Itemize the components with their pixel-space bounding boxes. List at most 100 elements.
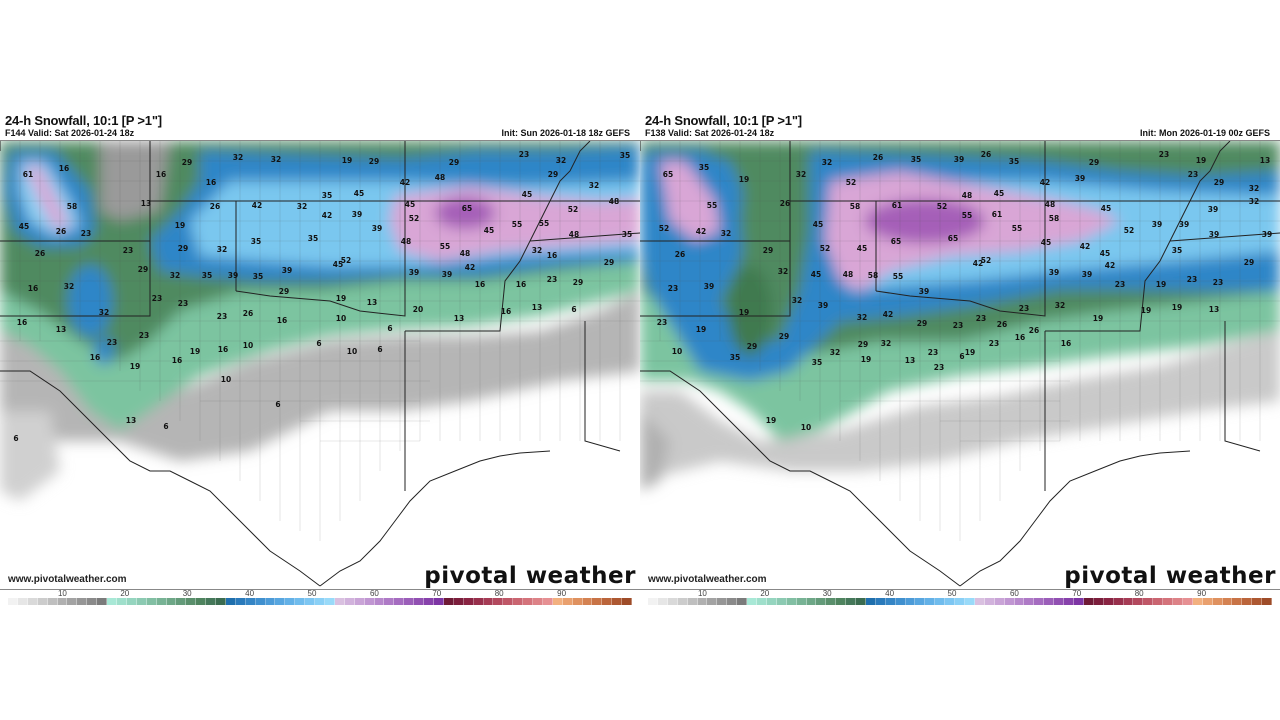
snowfall-value: 52 — [981, 256, 991, 265]
colorbar-swatch — [126, 598, 137, 605]
colorbar-swatch — [77, 598, 88, 605]
source-url[interactable]: www.pivotalweather.com — [8, 574, 127, 585]
snowfall-value: 32 — [297, 202, 307, 211]
snowfall-value: 29 — [138, 265, 148, 274]
snowfall-value: 23 — [1187, 275, 1197, 284]
snowfall-value: 35 — [1172, 246, 1182, 255]
source-url[interactable]: www.pivotalweather.com — [648, 574, 767, 585]
snowfall-value: 39 — [1209, 230, 1219, 239]
snowfall-value: 6 — [959, 352, 964, 361]
snowfall-value: 26 — [35, 249, 45, 258]
snowfall-value: 13 — [56, 325, 66, 334]
snowfall-value: 23 — [123, 246, 133, 255]
snowfall-value: 23 — [81, 229, 91, 238]
snowfall-value: 32 — [170, 271, 180, 280]
colorbar-swatch — [697, 598, 708, 605]
colorbar-swatch — [533, 598, 543, 605]
colorbar-swatch — [295, 598, 306, 605]
snowfall-value: 29 — [1244, 258, 1254, 267]
colorbar-swatch — [542, 598, 553, 605]
colorbar-swatch — [1242, 598, 1253, 605]
colorbar-swatch — [1163, 598, 1174, 605]
snowfall-value: 13 — [141, 199, 151, 208]
snowfall-value: 35 — [620, 151, 630, 160]
snowfall-value: 16 — [17, 318, 27, 327]
snowfall-value: 32 — [1249, 184, 1259, 193]
snowfall-value: 35 — [308, 234, 318, 243]
snowfall-value: 19 — [965, 348, 975, 357]
colorbar-swatch — [1232, 598, 1243, 605]
snowfall-value: 29 — [779, 332, 789, 341]
snowfall-value: 13 — [367, 298, 377, 307]
colorbar-swatch — [582, 598, 593, 605]
snowfall-value: 42 — [696, 227, 706, 236]
map-panel-left: 24-h Snowfall, 10:1 [P >1"] F144 Valid: … — [0, 113, 640, 608]
colorbar-swatch — [255, 598, 266, 605]
snowfall-value: 39 — [1208, 205, 1218, 214]
snowfall-value: 35 — [812, 358, 822, 367]
snowfall-value: 16 — [1015, 333, 1025, 342]
snowfall-value: 19 — [130, 362, 140, 371]
colorbar-swatch — [1004, 598, 1015, 605]
colorbar-swatch — [562, 598, 573, 605]
snowfall-value: 26 — [243, 309, 253, 318]
snowfall-value: 19 — [766, 416, 776, 425]
colorbar-swatch — [776, 598, 787, 605]
snowfall-value: 65 — [891, 237, 901, 246]
colorbar-swatch — [667, 598, 678, 605]
colorbar-swatch — [1073, 598, 1084, 605]
colorbar-swatch — [265, 598, 276, 605]
colorbar-tick-label: 60 — [1009, 589, 1019, 598]
colorbar-tick-label: 30 — [822, 589, 832, 598]
snowfall-value: 29 — [858, 340, 868, 349]
colorbar-swatch — [945, 598, 956, 605]
colorbar-swatch — [1054, 598, 1065, 605]
snowfall-value: 23 — [989, 339, 999, 348]
snowfall-value: 32 — [233, 153, 243, 162]
snowfall-value: 45 — [811, 270, 821, 279]
colorbar-swatch — [1034, 598, 1045, 605]
snowfall-value: 61 — [992, 210, 1002, 219]
snowfall-value: 26 — [675, 250, 685, 259]
snowfall-value: 52 — [820, 244, 830, 253]
snowfall-value: 39 — [442, 270, 452, 279]
colorbar-swatch — [895, 598, 906, 605]
colorbar-swatch — [513, 598, 524, 605]
snowfall-value: 39 — [818, 301, 828, 310]
snowfall-value: 32 — [857, 313, 867, 322]
snowfall-value: 23 — [1188, 170, 1198, 179]
snowfall-value: 16 — [516, 280, 526, 289]
snowfall-value: 39 — [352, 210, 362, 219]
colorbar-swatch — [856, 598, 866, 605]
colorbar-swatch — [935, 598, 946, 605]
snowfall-value: 42 — [322, 211, 332, 220]
snowfall-value: 52 — [341, 256, 351, 265]
snowfall-value: 32 — [99, 308, 109, 317]
snowfall-value: 10 — [347, 347, 357, 356]
snowfall-value: 16 — [28, 284, 38, 293]
snowfall-value: 23 — [1115, 280, 1125, 289]
snowfall-value: 26 — [780, 199, 790, 208]
snowfall-value: 6 — [163, 422, 168, 431]
snowfall-value: 10 — [243, 341, 253, 350]
snowfall-value: 42 — [400, 178, 410, 187]
colorbar-swatch — [116, 598, 127, 605]
snowfall-value: 10 — [801, 423, 811, 432]
snowfall-value: 45 — [1101, 204, 1111, 213]
colorbar-tick-label: 50 — [307, 589, 317, 598]
colorbar-swatch — [414, 598, 425, 605]
snowfall-value: 39 — [1262, 230, 1272, 239]
snowfall-value: 29 — [369, 157, 379, 166]
valid-time: F144 Valid: Sat 2026-01-24 18z — [5, 128, 135, 138]
snowfall-value: 32 — [796, 170, 806, 179]
colorbar-swatch — [552, 598, 563, 605]
snowfall-value: 29 — [548, 170, 558, 179]
colorbar-swatch — [687, 598, 698, 605]
colorbar-swatch — [1192, 598, 1203, 605]
snowfall-value: 19 — [861, 355, 871, 364]
snowfall-value: 6 — [316, 339, 321, 348]
snowfall-value: 16 — [475, 280, 485, 289]
colorbar-swatch — [836, 598, 847, 605]
colorbar-swatch — [965, 598, 975, 605]
